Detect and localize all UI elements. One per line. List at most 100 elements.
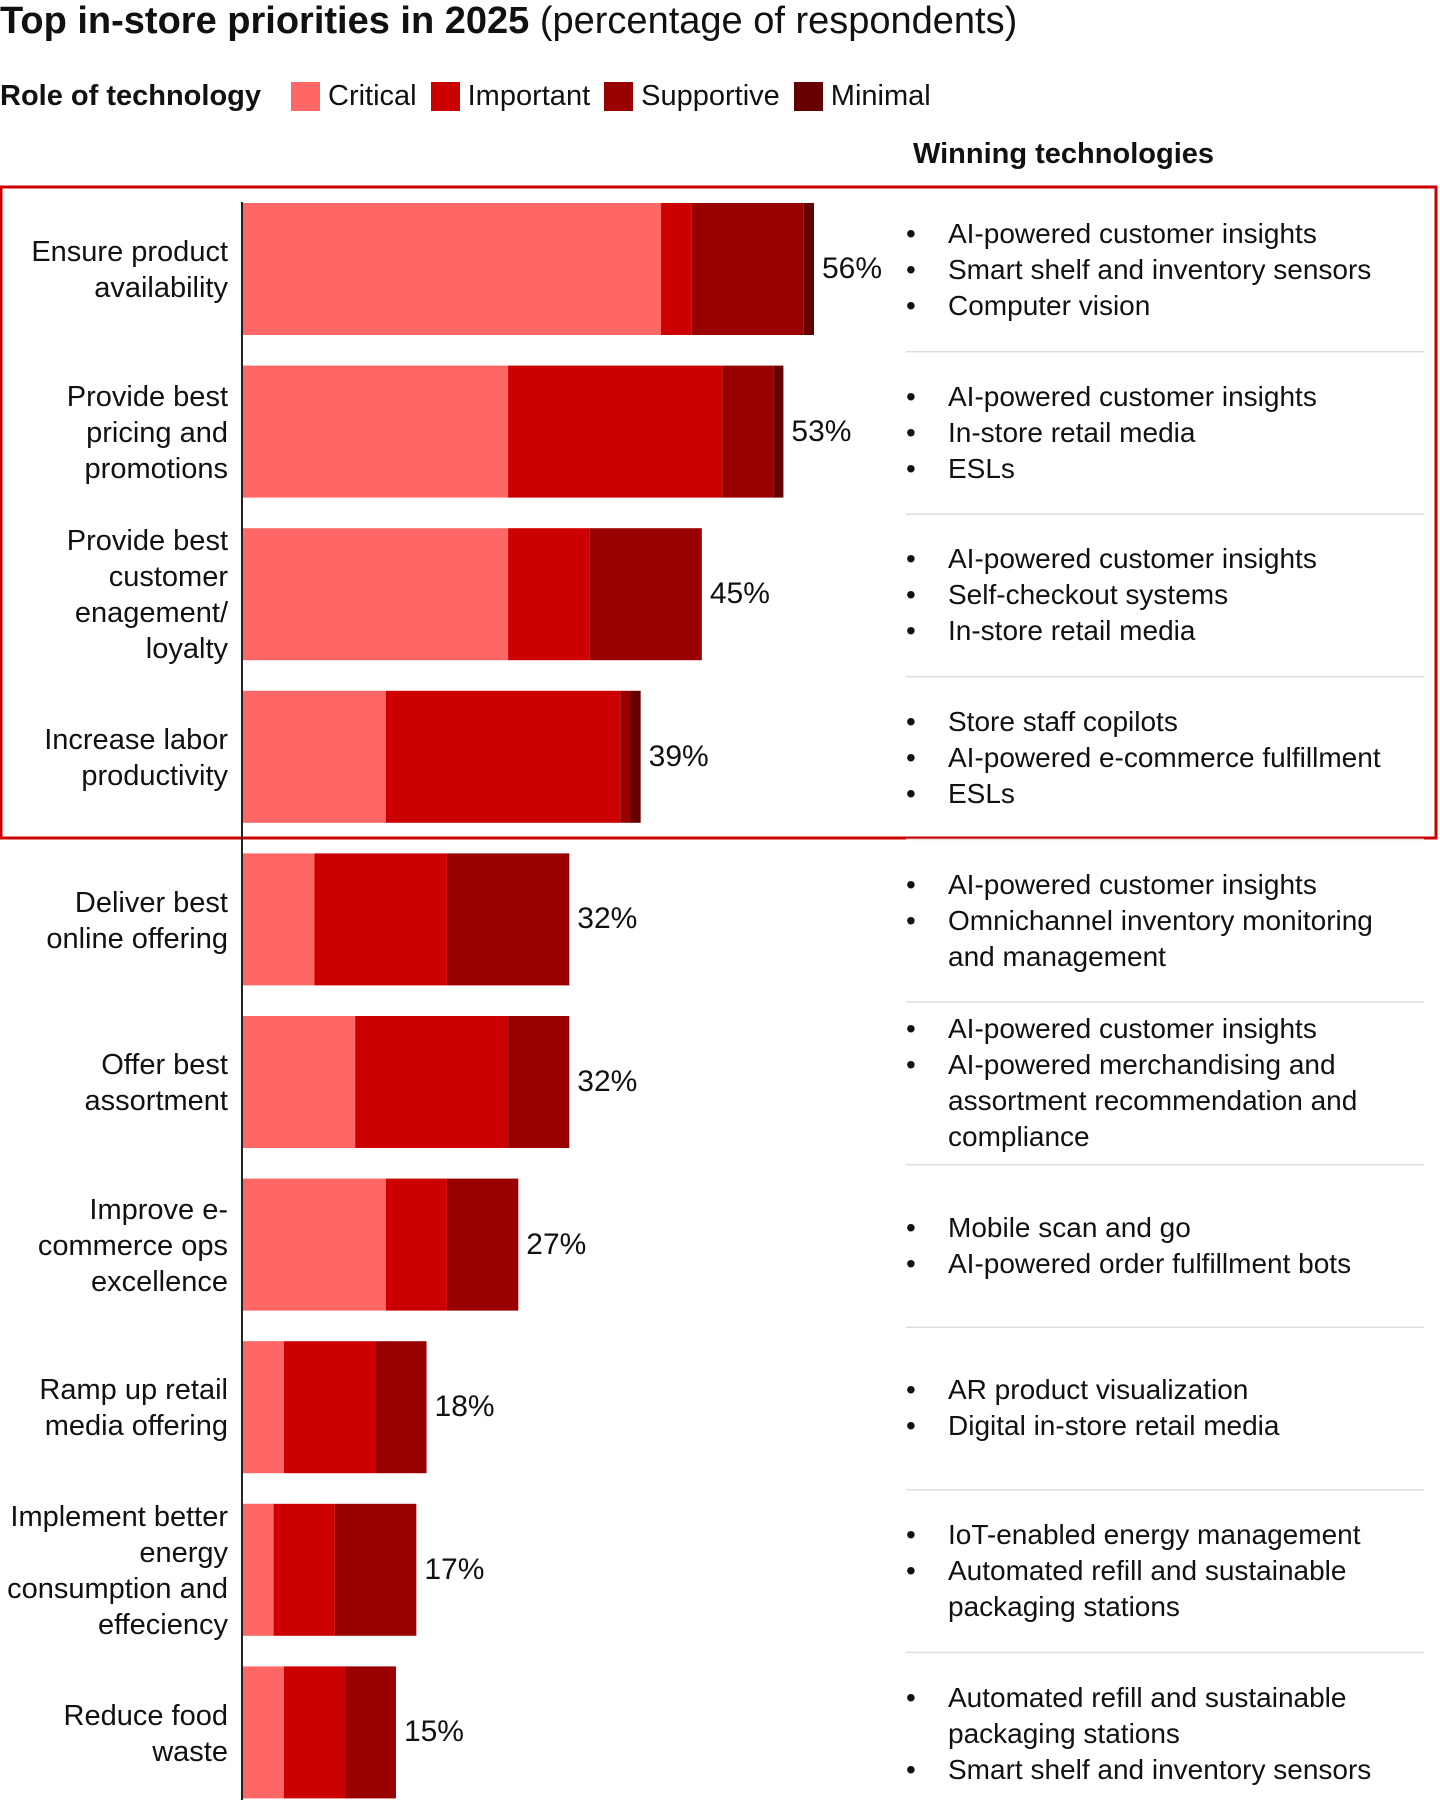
category-label: Deliver best online offering [46, 886, 228, 955]
bar-segment [273, 1503, 335, 1636]
bullet: • [906, 290, 916, 322]
legend-label: Minimal [830, 80, 931, 112]
category-label: Implement better energy consumption and … [7, 1501, 228, 1642]
technology-item: • In-store retail media [906, 613, 1426, 649]
technology-text: Automated refill and sustainable packagi… [948, 1555, 1347, 1623]
technology-text: Smart shelf and inventory sensors [948, 254, 1372, 286]
technology-text: ESLs [948, 778, 1015, 810]
bar-segment [243, 1178, 386, 1311]
bullet: • [906, 452, 916, 484]
bullet: • [906, 1013, 916, 1045]
bar-segment [243, 1341, 284, 1474]
technology-text: Omnichannel inventory monitoring and man… [948, 904, 1373, 972]
bullet: • [906, 1753, 916, 1785]
technology-item: • Store staff copilots [906, 704, 1426, 740]
category-label: Ensure product availability [31, 236, 228, 305]
bullet: • [906, 742, 916, 774]
legend-swatch [604, 82, 634, 111]
technologies-heading: Winning technologies [913, 138, 1215, 170]
bullet: • [906, 579, 916, 611]
technology-item: • Automated refill and sustainable packag… [906, 1553, 1426, 1625]
legend-swatch [793, 82, 823, 111]
technology-text: Self-checkout systems [948, 579, 1229, 611]
technology-item: • Omnichannel inventory monitoring and ma… [906, 903, 1426, 975]
bar-segment [243, 528, 509, 661]
bar-segment [243, 853, 315, 986]
bar-segment [508, 365, 723, 498]
legend-label: Critical [328, 80, 417, 112]
technology-item: • ESLs [906, 451, 1426, 487]
technology-item: • AI-powered customer insights [906, 867, 1426, 903]
title-block: Top in-store priorities in 2025 (percent… [0, 0, 1017, 43]
legend-item: Minimal [793, 80, 931, 113]
technology-item: • In-store retail media [906, 415, 1426, 451]
bar-segment [314, 853, 447, 986]
technology-text: Store staff copilots [948, 706, 1178, 738]
technology-item: • Computer vision [906, 288, 1426, 324]
bullet: • [906, 1211, 916, 1243]
legend-item: Critical [291, 80, 417, 113]
category-label: Ramp up retail media offering [39, 1374, 228, 1443]
bar-segment [589, 528, 702, 661]
technology-item: • IoT-enabled energy management [906, 1517, 1426, 1553]
legend-item: Supportive [604, 80, 780, 113]
bullet: • [906, 615, 916, 647]
total-label: 53% [791, 414, 852, 448]
bar-segment [620, 690, 631, 823]
bar-segment [283, 1666, 345, 1799]
bullet: • [906, 1049, 916, 1081]
bullet: • [906, 1374, 916, 1406]
technology-text: Digital in-store retail media [948, 1410, 1280, 1442]
technology-text: AI-powered e-commerce fulfillment [948, 742, 1381, 774]
technology-list: • Store staff copilots • AI-powered e-comme… [906, 677, 1426, 840]
total-label: 17% [424, 1552, 485, 1586]
bullet: • [906, 706, 916, 738]
total-label: 56% [822, 252, 883, 285]
chart-subtitle: (percentage of respondents) [539, 0, 1018, 42]
bar-segment [630, 690, 641, 823]
bar-segment [722, 365, 774, 498]
technology-list: • IoT-enabled energy management • Automated… [906, 1490, 1426, 1653]
bullet: • [906, 416, 916, 448]
legend: Role of technology Critical Important Suppo… [0, 80, 945, 113]
bullet: • [906, 904, 916, 936]
category-label: Offer best assortment [84, 1049, 228, 1118]
legend-item: Important [430, 80, 591, 113]
bar-segment [446, 853, 570, 986]
total-label: 45% [709, 577, 770, 611]
category-label: Increase labor productivity [44, 724, 228, 793]
bullet: • [906, 1519, 916, 1551]
technology-list: • Automated refill and sustainable packag… [906, 1652, 1426, 1800]
bar-segment [344, 1666, 396, 1799]
bar-segment [243, 1503, 274, 1636]
technology-item: • Automated refill and sustainable packag… [906, 1680, 1426, 1752]
bar-segment [661, 203, 692, 335]
technology-item: • AI-powered e-commerce fulfillment [906, 740, 1426, 776]
bar-segment [283, 1341, 376, 1474]
bullet: • [906, 1681, 916, 1713]
bar-segment [508, 528, 590, 661]
bar-segment [243, 365, 509, 498]
legend-label: Important [467, 80, 591, 112]
bullet: • [906, 778, 916, 810]
technology-text: In-store retail media [948, 615, 1196, 647]
technology-item: • AI-powered merchandising and assortment… [906, 1047, 1426, 1155]
bullet: • [906, 254, 916, 286]
technology-text: AI-powered order fulfillment bots [948, 1247, 1352, 1279]
bar-segment [243, 690, 386, 823]
technology-text: Automated refill and sustainable packagi… [948, 1681, 1347, 1749]
bullet: • [906, 543, 916, 575]
technology-item: • ESLs [906, 776, 1426, 812]
technology-item: • AI-powered customer insights [906, 216, 1426, 252]
bar-segment [243, 1666, 284, 1799]
technology-text: Mobile scan and go [948, 1211, 1191, 1243]
technology-text: AI-powered customer insights [948, 1013, 1317, 1045]
total-label: 32% [577, 1065, 638, 1098]
technology-list: • AI-powered customer insights • Omnichanne… [906, 839, 1426, 1002]
bullet: • [906, 380, 916, 412]
technology-text: AI-powered customer insights [948, 218, 1317, 250]
bar-segment [243, 1016, 356, 1148]
technology-item: • AI-powered customer insights [906, 541, 1426, 577]
